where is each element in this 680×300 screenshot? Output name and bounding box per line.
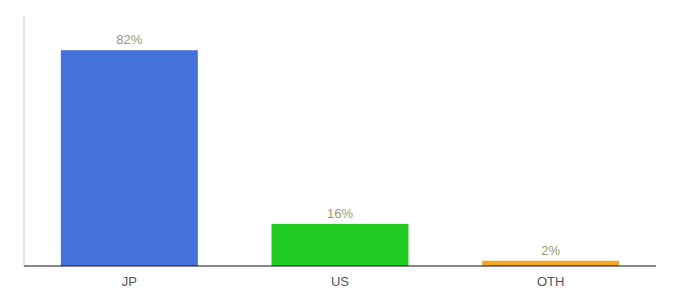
x-tick-label: JP xyxy=(122,274,137,289)
data-label: 82% xyxy=(116,32,142,47)
bar xyxy=(61,50,198,266)
data-labels: 82% 16% 2% xyxy=(116,32,560,258)
x-axis-line xyxy=(24,265,656,266)
y-axis-line xyxy=(24,16,25,266)
x-axis: JP US OTH xyxy=(122,274,565,289)
x-tick-label: US xyxy=(331,274,349,289)
bars xyxy=(61,50,619,266)
chart-container: 82% 16% 2% JP US OTH xyxy=(0,0,680,300)
bar xyxy=(482,261,619,266)
data-label: 16% xyxy=(327,206,353,221)
plot-area: 82% 16% 2% JP US OTH xyxy=(24,16,656,289)
bar xyxy=(272,224,409,266)
x-tick-label: OTH xyxy=(537,274,564,289)
chart-svg: 82% 16% 2% JP US OTH xyxy=(0,0,680,300)
data-label: 2% xyxy=(541,243,560,258)
